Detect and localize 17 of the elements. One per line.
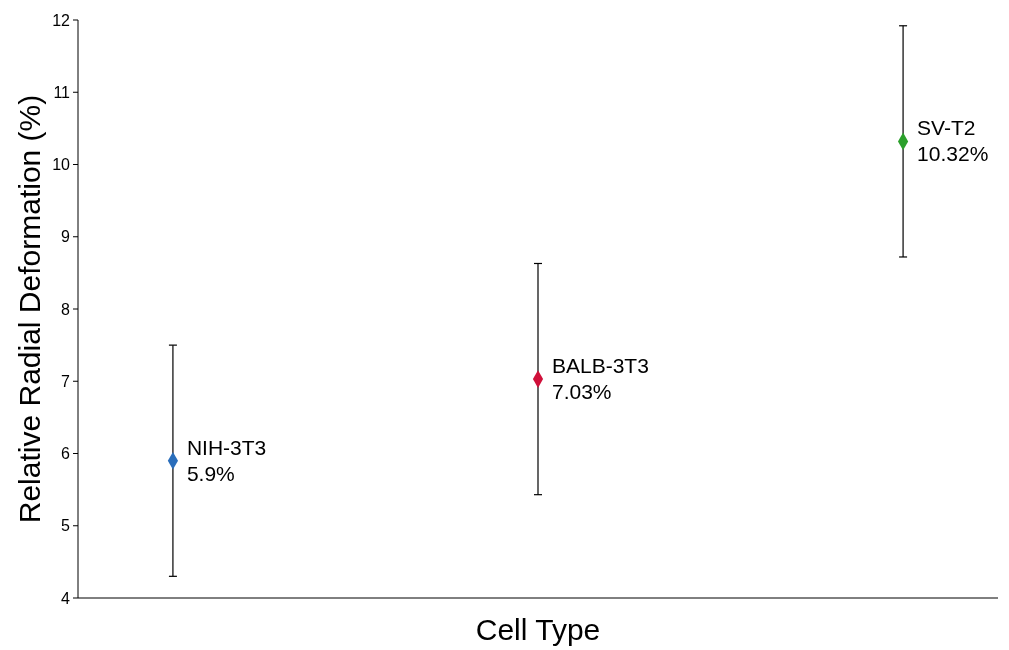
y-tick-label: 6	[61, 445, 71, 463]
y-tick-label: 11	[53, 83, 71, 101]
data-label: 5.9%	[186, 461, 235, 485]
data-label: 7.03%	[552, 380, 612, 404]
x-axis-title: Cell Type	[475, 613, 601, 646]
y-tick-label: 5	[61, 517, 71, 535]
y-tick-label: 9	[61, 228, 71, 246]
y-axis-title: Relative Radial Deformation (%)	[13, 94, 46, 524]
y-tick-label: 10	[52, 156, 71, 174]
data-label: 10.32%	[917, 142, 989, 166]
y-tick-label: 12	[52, 11, 71, 29]
y-tick-label: 8	[61, 300, 71, 318]
series-label: SV-T2	[917, 116, 976, 140]
y-tick-label: 4	[61, 589, 71, 607]
series-label: NIH-3T3	[186, 435, 267, 459]
y-tick-label: 7	[61, 372, 71, 390]
series-label: BALB-3T3	[552, 354, 649, 378]
